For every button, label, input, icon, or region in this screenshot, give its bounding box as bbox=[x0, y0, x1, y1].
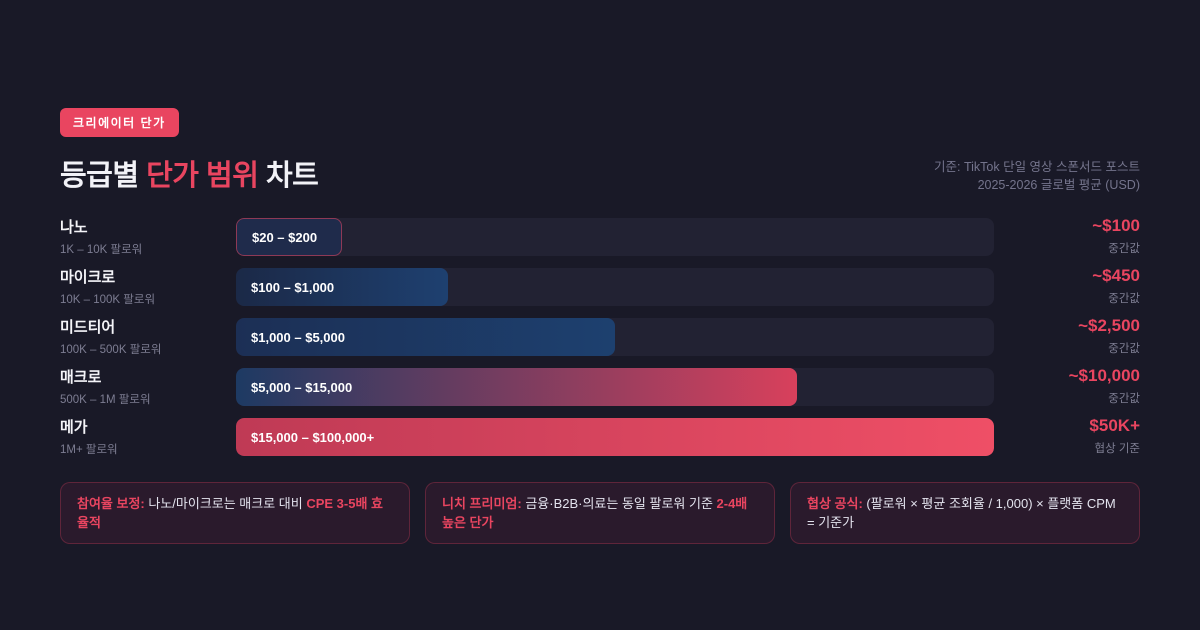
chart-rows: 나노 1K – 10K 팔로워 $20 – $200 ~$100 중간값 마이크로 10K … bbox=[60, 212, 1140, 462]
tier-label-group: 마이크로 10K – 100K 팔로워 bbox=[60, 266, 236, 309]
tier-name: 미드티어 bbox=[60, 318, 116, 336]
note-card: 협상 공식: (팔로워 × 평균 조회율 / 1,000) × 플랫폼 CPM … bbox=[790, 482, 1140, 544]
tier-label-group: 나노 1K – 10K 팔로워 bbox=[60, 216, 236, 259]
bar-track: $1,000 – $5,000 bbox=[236, 318, 994, 356]
price-range-label: $1,000 – $5,000 bbox=[251, 329, 345, 345]
note-card: 니치 프리미엄: 금융·B2B·의료는 동일 팔로워 기준 2-4배 높은 단가 bbox=[425, 482, 775, 544]
median-group: $50K+ 협상 기준 bbox=[994, 416, 1140, 458]
note-body: 나노/마이크로는 매크로 대비 bbox=[144, 496, 307, 511]
meta-line-1: 기준: TikTok 단일 영상 스폰서드 포스트 bbox=[934, 160, 1140, 174]
note-highlight: 2-4배 높은 단가 bbox=[442, 496, 748, 530]
median-caption: 중간값 bbox=[1108, 393, 1140, 405]
median-group: ~$2,500 중간값 bbox=[994, 316, 1140, 358]
chart-row: 매크로 500K – 1M 팔로워 $5,000 – $15,000 ~$10,000… bbox=[60, 362, 1140, 412]
tier-name: 메가 bbox=[60, 418, 88, 436]
tier-name: 나노 bbox=[60, 218, 88, 236]
range-bar: $15,000 – $100,000+ bbox=[236, 418, 994, 456]
price-range-label: $15,000 – $100,000+ bbox=[251, 429, 375, 445]
tier-label-group: 미드티어 100K – 500K 팔로워 bbox=[60, 316, 236, 359]
note-highlight: 참여율 보정: bbox=[77, 496, 145, 511]
note-text: 니치 프리미엄: 금융·B2B·의료는 동일 팔로워 기준 2-4배 높은 단가 bbox=[442, 494, 758, 532]
follower-range: 500K – 1M 팔로워 bbox=[60, 393, 151, 406]
median-group: ~$100 중간값 bbox=[994, 216, 1140, 258]
median-caption: 중간값 bbox=[1108, 243, 1140, 255]
tier-name: 마이크로 bbox=[60, 268, 116, 286]
price-range-label: $20 – $200 bbox=[252, 229, 318, 245]
title-suffix: 차트 bbox=[258, 160, 319, 192]
footnote-cards: 참여율 보정: 나노/마이크로는 매크로 대비 CPE 3-5배 효율적 니치 프… bbox=[60, 482, 1140, 544]
bar-track: $100 – $1,000 bbox=[236, 268, 994, 306]
follower-range: 10K – 100K 팔로워 bbox=[60, 293, 156, 306]
median-value: ~$450 bbox=[1092, 266, 1140, 285]
price-range-label: $5,000 – $15,000 bbox=[251, 379, 353, 395]
title-prefix: 등급별 bbox=[60, 160, 147, 192]
median-value: $50K+ bbox=[1089, 416, 1140, 435]
note-highlight: 협상 공식: bbox=[807, 496, 863, 511]
category-badge: 크리에이터 단가 bbox=[60, 108, 179, 137]
median-caption: 중간값 bbox=[1108, 343, 1140, 355]
page-title: 등급별 단가 범위 차트 bbox=[60, 152, 1140, 194]
chart-row: 메가 1M+ 팔로워 $15,000 – $100,000+ $50K+ 협상 기준 bbox=[60, 412, 1140, 462]
note-highlight: 니치 프리미엄: bbox=[442, 496, 522, 511]
median-group: ~$450 중간값 bbox=[994, 266, 1140, 308]
price-range-label: $100 – $1,000 bbox=[251, 279, 335, 295]
header: 크리에이터 단가 등급별 단가 범위 차트 기준: TikTok 단일 영상 스… bbox=[60, 108, 1140, 194]
note-card: 참여율 보정: 나노/마이크로는 매크로 대비 CPE 3-5배 효율적 bbox=[60, 482, 410, 544]
bar-track: $5,000 – $15,000 bbox=[236, 368, 994, 406]
tier-label-group: 메가 1M+ 팔로워 bbox=[60, 416, 236, 459]
median-value: ~$100 bbox=[1092, 216, 1140, 235]
median-value: ~$2,500 bbox=[1078, 316, 1140, 335]
note-text: 협상 공식: (팔로워 × 평균 조회율 / 1,000) × 플랫폼 CPM … bbox=[807, 494, 1123, 532]
note-body: (팔로워 × 평균 조회율 / 1,000) × 플랫폼 CPM = 기준가 bbox=[807, 496, 1116, 530]
follower-range: 100K – 500K 팔로워 bbox=[60, 343, 162, 356]
median-value: ~$10,000 bbox=[1068, 366, 1140, 385]
follower-range: 1K – 10K 팔로워 bbox=[60, 243, 143, 256]
note-text: 참여율 보정: 나노/마이크로는 매크로 대비 CPE 3-5배 효율적 bbox=[77, 494, 393, 532]
bar-track: $15,000 – $100,000+ bbox=[236, 418, 994, 456]
title-accent: 단가 범위 bbox=[146, 160, 259, 192]
chart-source-meta: 기준: TikTok 단일 영상 스폰서드 포스트 2025-2026 글로벌 … bbox=[934, 158, 1140, 194]
range-bar: $20 – $200 bbox=[236, 218, 343, 256]
chart-row: 마이크로 10K – 100K 팔로워 $100 – $1,000 ~$450 중간값 bbox=[60, 262, 1140, 312]
meta-line-2: 2025-2026 글로벌 평균 (USD) bbox=[977, 178, 1140, 192]
follower-range: 1M+ 팔로워 bbox=[60, 443, 118, 456]
chart-row: 나노 1K – 10K 팔로워 $20 – $200 ~$100 중간값 bbox=[60, 212, 1140, 262]
range-bar: $5,000 – $15,000 bbox=[236, 368, 797, 406]
chart-row: 미드티어 100K – 500K 팔로워 $1,000 – $5,000 ~$2,50… bbox=[60, 312, 1140, 362]
note-highlight: CPE 3-5배 효율적 bbox=[77, 496, 384, 530]
median-caption: 중간값 bbox=[1108, 293, 1140, 305]
range-bar: $100 – $1,000 bbox=[236, 268, 449, 306]
median-caption: 협상 기준 bbox=[1094, 443, 1140, 455]
range-bar: $1,000 – $5,000 bbox=[236, 318, 615, 356]
median-group: ~$10,000 중간값 bbox=[994, 366, 1140, 408]
tier-label-group: 매크로 500K – 1M 팔로워 bbox=[60, 366, 236, 409]
note-body: 금융·B2B·의료는 동일 팔로워 기준 bbox=[521, 496, 717, 511]
tier-name: 매크로 bbox=[60, 368, 102, 386]
bar-track: $20 – $200 bbox=[236, 218, 994, 256]
